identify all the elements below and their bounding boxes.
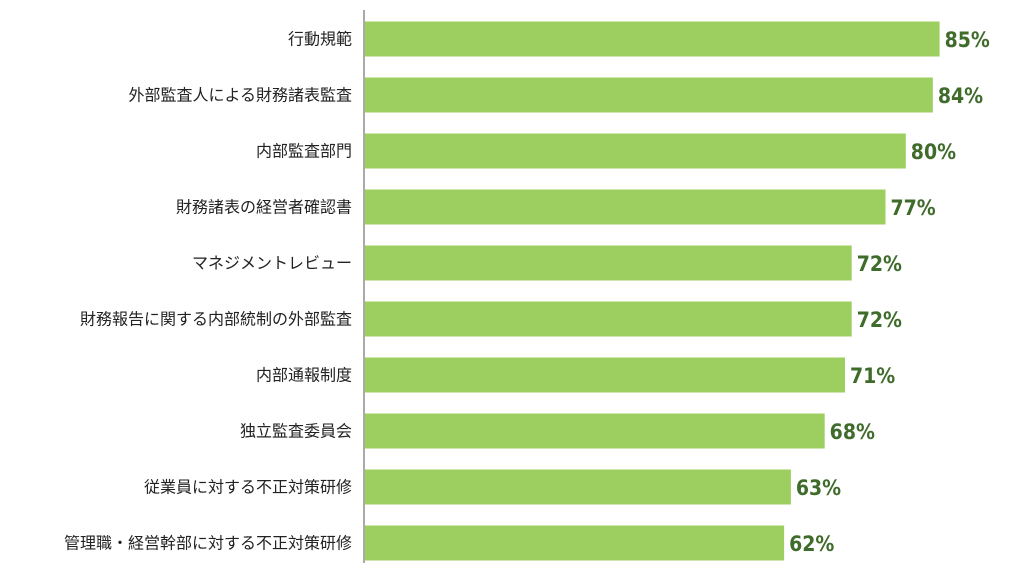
value-label-4: 77% <box>891 196 936 220</box>
category-label-6: 財務報告に関する内部統制の外部監査 <box>80 310 352 329</box>
bar-4 <box>365 189 886 225</box>
category-labels-group: 行動規範外部監査人による財務諸表監査内部監査部門財務諸表の経営者確認書マネジメン… <box>64 30 352 553</box>
category-label-1: 行動規範 <box>288 30 352 49</box>
value-label-10: 62% <box>789 532 834 556</box>
bar-5 <box>365 245 852 281</box>
bar-7 <box>365 357 845 393</box>
value-label-1: 85% <box>945 28 990 52</box>
value-label-5: 72% <box>857 252 902 276</box>
value-label-8: 68% <box>830 420 875 444</box>
category-label-4: 財務諸表の経営者確認書 <box>176 198 352 217</box>
category-label-9: 従業員に対する不正対策研修 <box>144 478 352 497</box>
value-labels-group: 85% 84% 80% 77% 72% 72% 71% 68% 63% 62% <box>789 28 990 556</box>
bar-2 <box>365 77 933 113</box>
bar-10 <box>365 525 785 561</box>
category-label-2: 外部監査人による財務諸表監査 <box>128 86 352 105</box>
category-label-7: 内部通報制度 <box>256 366 352 385</box>
value-label-3: 80% <box>911 140 956 164</box>
value-label-7: 71% <box>850 364 895 388</box>
category-label-8: 独立監査委員会 <box>240 422 352 441</box>
bar-8 <box>365 413 825 449</box>
category-label-10: 管理職・経営幹部に対する不正対策研修 <box>64 534 352 553</box>
bar-1 <box>365 21 940 57</box>
bar-6 <box>365 301 852 337</box>
bar-9 <box>365 469 791 505</box>
category-label-5: マネジメントレビュー <box>192 254 352 273</box>
value-label-9: 63% <box>796 476 841 500</box>
value-label-6: 72% <box>857 308 902 332</box>
category-label-3: 内部監査部門 <box>256 142 352 161</box>
bar-3 <box>365 133 906 169</box>
bars-group <box>365 21 940 561</box>
value-label-2: 84% <box>938 84 983 108</box>
